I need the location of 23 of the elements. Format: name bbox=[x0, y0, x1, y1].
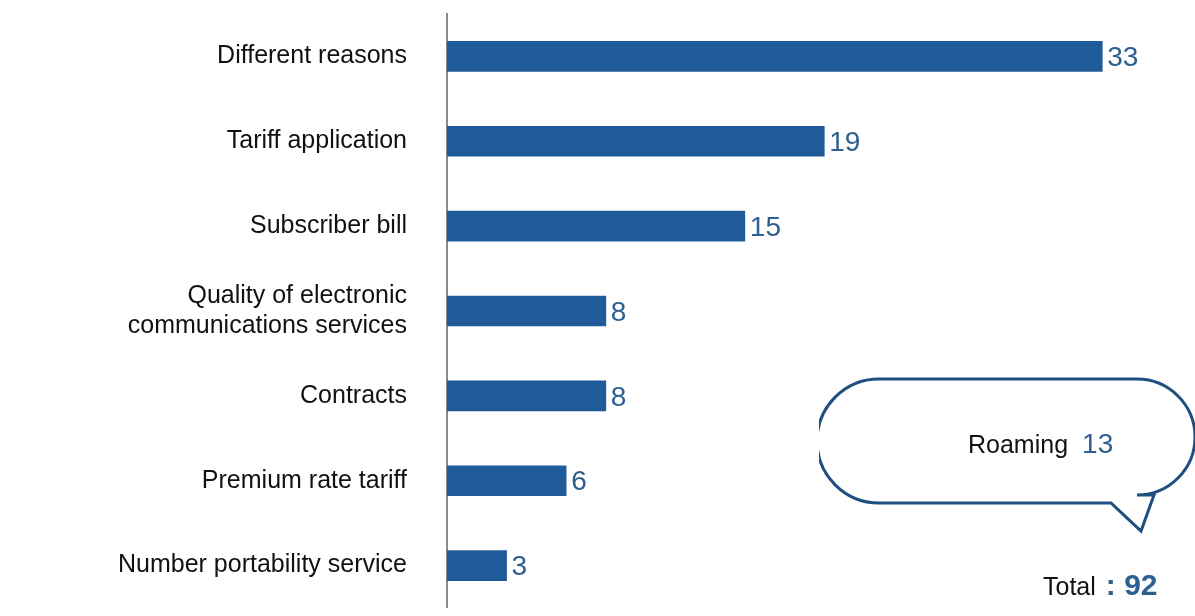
bar bbox=[447, 465, 567, 497]
y-tick-label: Tariff application bbox=[226, 125, 407, 154]
y-tick-label: Number portability service bbox=[118, 549, 407, 578]
bar bbox=[447, 550, 507, 581]
bar bbox=[447, 295, 607, 327]
y-tick-label: Contracts bbox=[300, 379, 407, 408]
data-label: 15 bbox=[749, 210, 782, 242]
data-label: 33 bbox=[1107, 41, 1139, 73]
annotation: Roaming 13 bbox=[968, 428, 1114, 459]
bar bbox=[447, 125, 825, 157]
bar bbox=[447, 380, 607, 412]
data-label: 3 bbox=[511, 550, 528, 582]
data-label: 19 bbox=[829, 126, 861, 157]
bar bbox=[447, 210, 746, 242]
data-label: 8 bbox=[610, 295, 627, 327]
y-tick-label: Premium rate tariff bbox=[201, 464, 408, 493]
y-tick-label: Quality of electronic communications services bbox=[127, 279, 407, 338]
data-label: 8 bbox=[610, 380, 627, 412]
y-tick-label: Subscriber bill bbox=[249, 210, 407, 239]
data-label: 6 bbox=[571, 465, 587, 497]
y-tick-label: Different reasons bbox=[217, 40, 407, 69]
bar bbox=[447, 41, 1103, 72]
annotation: Total : 92 bbox=[1043, 568, 1158, 601]
